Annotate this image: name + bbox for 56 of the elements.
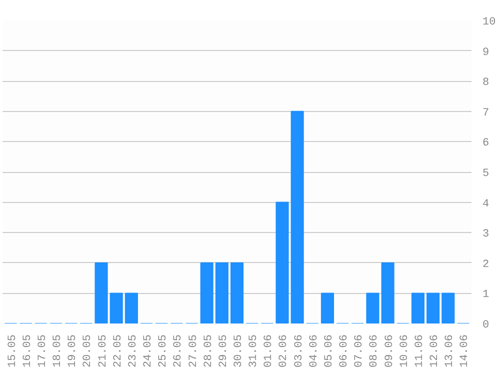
- x-tick-label: 12.06: [429, 334, 442, 368]
- x-tick-label: 07.06: [354, 334, 366, 368]
- x-tick-label: 01.06: [263, 334, 276, 368]
- x-tick-label: 16.05: [22, 334, 34, 368]
- bar: [442, 292, 455, 324]
- y-tick-label: 6: [482, 138, 490, 150]
- y-tick-label: 2: [482, 258, 490, 271]
- x-tick-label: 04.06: [308, 334, 320, 368]
- bar: [124, 292, 138, 324]
- bar: [230, 262, 244, 324]
- x-tick-label: 30.05: [233, 334, 245, 368]
- x-tick-label: 20.05: [82, 334, 94, 368]
- y-tick-label: 7: [482, 107, 490, 120]
- y-tick-label: 4: [482, 198, 490, 210]
- x-tick-label: 25.05: [158, 334, 170, 368]
- bar: [110, 292, 123, 324]
- x-tick-label: 15.05: [6, 334, 19, 368]
- x-tick-label: 14.06: [459, 334, 472, 368]
- bar: [426, 292, 440, 324]
- x-tick-label: 31.05: [248, 334, 260, 368]
- x-tick-label: 22.05: [112, 334, 124, 368]
- x-tick-label: 28.05: [202, 334, 215, 368]
- y-tick-label: 3: [482, 228, 490, 241]
- bar: [276, 202, 289, 324]
- x-tick-label: 21.05: [97, 334, 110, 368]
- x-tick-label: 11.06: [414, 334, 426, 368]
- x-tick-label: 13.06: [444, 334, 456, 368]
- bar: [411, 292, 424, 324]
- x-tick-label: 03.06: [293, 334, 306, 368]
- y-tick-label: 10: [482, 16, 496, 28]
- x-tick-label: 19.05: [67, 334, 80, 368]
- bar: [215, 262, 228, 324]
- x-tick-label: 02.06: [278, 334, 290, 368]
- x-tick-label: 05.06: [323, 334, 336, 368]
- bar: [381, 262, 394, 324]
- x-tick-label: 06.06: [338, 334, 351, 368]
- x-tick-label: 23.05: [127, 334, 140, 368]
- x-tick-label: 24.05: [142, 334, 155, 368]
- bar: [320, 292, 334, 324]
- x-tick-label: 26.05: [172, 334, 185, 368]
- x-tick-label: 18.05: [52, 334, 64, 368]
- x-tick-label: 29.05: [218, 334, 230, 368]
- bar: [200, 262, 214, 324]
- x-tick-label: 08.06: [368, 334, 381, 368]
- bar: [94, 262, 108, 324]
- y-tick-label: 0: [482, 320, 490, 332]
- bar: [290, 110, 304, 324]
- x-tick-label: 17.05: [36, 334, 49, 368]
- x-tick-label: 10.06: [398, 334, 411, 368]
- x-tick-label: 09.06: [384, 334, 396, 368]
- y-tick-label: 5: [482, 168, 490, 180]
- bar: [366, 292, 380, 324]
- y-tick-label: 1: [482, 289, 490, 302]
- y-tick-label: 9: [482, 46, 490, 59]
- x-tick-label: 27.05: [188, 334, 200, 368]
- y-tick-label: 8: [482, 77, 490, 90]
